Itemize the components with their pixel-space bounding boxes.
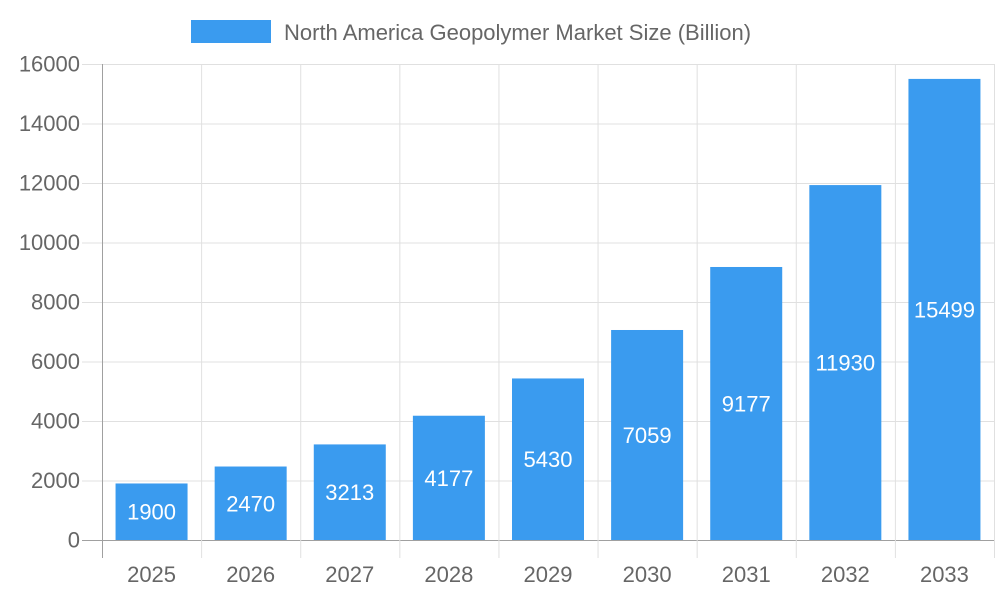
bar — [313, 444, 386, 540]
x-axis-ticks: 2025 2026 2027 2028 2029 2030 2031 2032 2033 — [127, 562, 969, 587]
y-tick-label: 2000 — [31, 468, 80, 493]
y-tick-label: 10000 — [19, 230, 80, 255]
bar-data-label: 1900 — [127, 500, 176, 525]
bar-data-label: 3213 — [325, 480, 374, 505]
bar — [809, 185, 882, 540]
x-tick-label: 2029 — [524, 562, 573, 587]
x-tick-label: 2031 — [722, 562, 771, 587]
bar-data-label: 7059 — [623, 423, 672, 448]
bar — [214, 466, 287, 540]
bars: 1900 2470 3213 4177 5430 7059 9177 11930 15499 — [115, 78, 981, 540]
y-tick-label: 6000 — [31, 349, 80, 374]
bar-data-label: 11930 — [816, 351, 876, 376]
bar — [611, 329, 684, 540]
legend-label: North America Geopolymer Market Size (Bi… — [284, 20, 751, 45]
x-tick-label: 2026 — [226, 562, 275, 587]
x-tick-label: 2025 — [127, 562, 176, 587]
bar — [115, 483, 188, 540]
bar — [710, 266, 783, 540]
bar-data-label: 4177 — [424, 466, 473, 491]
bar — [412, 415, 485, 540]
y-tick-label: 4000 — [31, 409, 80, 434]
x-tick-label: 2028 — [424, 562, 473, 587]
x-tick-label: 2030 — [623, 562, 672, 587]
bar-data-label: 15499 — [914, 297, 975, 322]
x-tick-label: 2033 — [920, 562, 969, 587]
y-tick-label: 8000 — [31, 290, 80, 315]
bar-data-label: 5430 — [524, 447, 573, 472]
y-tick-label: 0 — [68, 528, 80, 553]
legend: North America Geopolymer Market Size (Bi… — [191, 20, 751, 45]
y-tick-label: 12000 — [19, 171, 80, 196]
bar — [908, 78, 981, 540]
bar — [512, 378, 584, 540]
grid — [82, 64, 995, 558]
x-tick-label: 2032 — [821, 562, 870, 587]
y-tick-label: 16000 — [19, 52, 80, 77]
bar-data-label: 2470 — [226, 491, 275, 516]
y-tick-label: 14000 — [19, 111, 80, 136]
bar-data-label: 9177 — [722, 391, 771, 416]
x-tick-label: 2027 — [325, 562, 374, 587]
legend-swatch — [191, 20, 271, 43]
y-axis-ticks: 0 2000 4000 6000 8000 10000 12000 14000 16000 — [19, 52, 80, 553]
